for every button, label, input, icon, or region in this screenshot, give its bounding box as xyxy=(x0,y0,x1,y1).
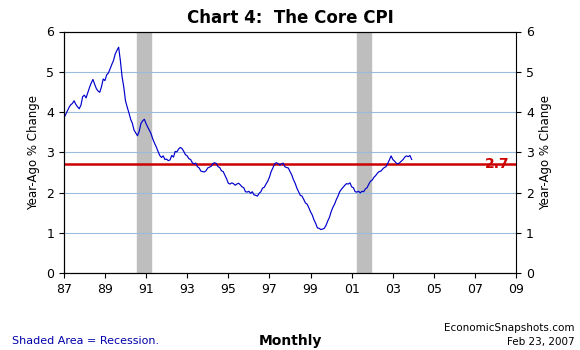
Y-axis label: Year-Ago % Change: Year-Ago % Change xyxy=(539,95,553,210)
Bar xyxy=(357,32,371,273)
Text: EconomicSnapshots.com
Feb 23, 2007: EconomicSnapshots.com Feb 23, 2007 xyxy=(444,323,574,346)
Text: 2.7: 2.7 xyxy=(485,158,510,171)
Text: Monthly: Monthly xyxy=(258,334,322,348)
Bar xyxy=(137,32,151,273)
Y-axis label: Year-Ago % Change: Year-Ago % Change xyxy=(27,95,41,210)
Title: Chart 4:  The Core CPI: Chart 4: The Core CPI xyxy=(187,9,393,27)
Text: Shaded Area = Recession.: Shaded Area = Recession. xyxy=(12,336,159,346)
